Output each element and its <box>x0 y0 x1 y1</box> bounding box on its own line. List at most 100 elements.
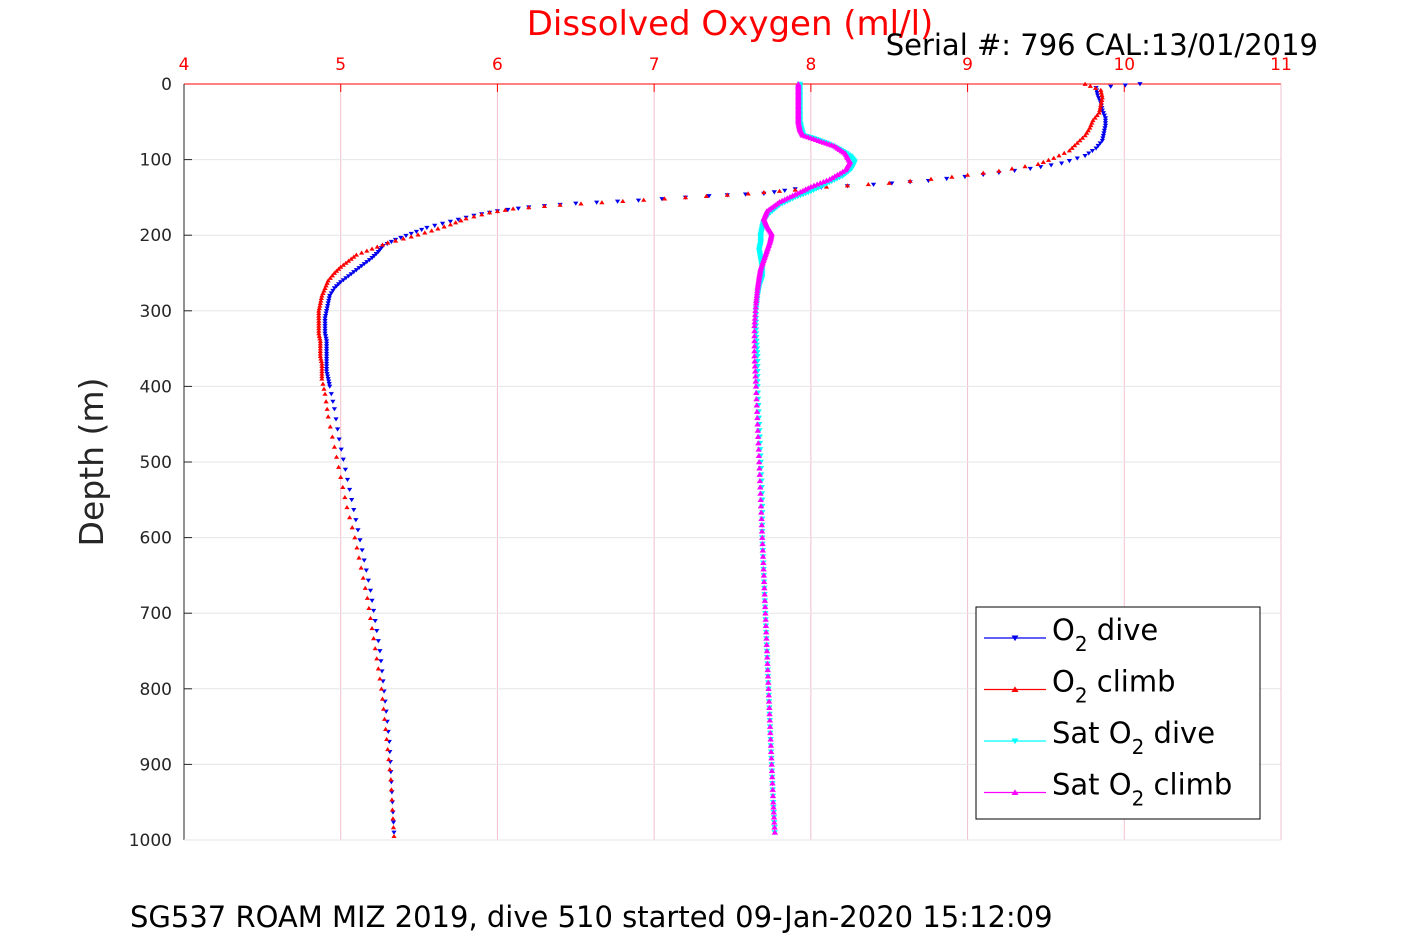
o2_climb-point <box>1056 153 1062 158</box>
o2_climb-point <box>340 484 346 490</box>
o2_climb-point <box>316 310 322 316</box>
o2_climb-point <box>1097 105 1103 110</box>
o2_dive-point <box>323 311 329 316</box>
o2_dive-point <box>330 399 336 404</box>
sat_climb-point <box>768 761 775 767</box>
sat_climb-point <box>771 824 778 830</box>
o2_climb-point <box>792 187 798 192</box>
o2_dive-point <box>515 206 521 211</box>
sat_climb-point <box>753 402 760 408</box>
y-tick-label: 0 <box>161 75 172 95</box>
o2_dive-point <box>327 384 333 389</box>
o2_climb-point <box>447 222 454 227</box>
o2_climb-point <box>333 268 340 273</box>
sat_climb-point <box>761 597 769 603</box>
o2_dive-point <box>1102 118 1109 123</box>
o2_dive-point <box>594 200 600 205</box>
o2_climb-point <box>317 338 323 343</box>
o2_climb-point <box>317 343 323 348</box>
o2_dive-point <box>889 181 895 186</box>
o2_climb-point <box>320 381 326 386</box>
o2_climb-point <box>359 250 365 255</box>
sat_climb-point <box>751 319 758 325</box>
o2_climb-point <box>375 666 381 671</box>
o2_climb-point <box>333 454 340 459</box>
legend: O2 dive O2 climb Sat O2 dive Sat O2 climb <box>975 606 1261 820</box>
o2_dive-point <box>1108 84 1114 89</box>
o2_climb-point <box>364 248 370 253</box>
o2_dive-point <box>322 321 328 326</box>
o2_climb-point <box>343 260 349 265</box>
o2_climb-point <box>458 218 464 223</box>
o2_climb-point <box>338 264 344 269</box>
sat_climb-point <box>753 297 760 303</box>
o2_climb-point <box>340 262 346 267</box>
x-tick-label: 8 <box>805 55 816 75</box>
sat_climb-point <box>756 478 764 484</box>
o2_dive-point <box>1093 146 1099 151</box>
o2_climb-point <box>1097 107 1103 113</box>
o2_dive-point <box>439 221 446 226</box>
o2_dive-point <box>391 830 397 835</box>
sat_climb-point <box>756 484 764 490</box>
o2_climb-point <box>1098 102 1104 107</box>
sat_climb-point <box>757 503 765 509</box>
o2_dive-point <box>419 227 425 232</box>
sat_climb-point <box>753 290 761 296</box>
o2_climb-point <box>453 220 459 225</box>
o2_dive-point <box>1059 161 1065 166</box>
o2_dive-point <box>324 356 330 362</box>
o2_climb-point <box>319 376 325 381</box>
o2_dive-point <box>325 374 331 379</box>
sat_climb-point <box>770 809 777 815</box>
o2_dive-point <box>364 260 370 265</box>
o2_climb-point <box>886 180 892 185</box>
sat_climb-point <box>770 814 778 820</box>
o2_climb-point <box>435 226 441 231</box>
o2_climb-point <box>1009 166 1015 171</box>
o2_dive-point <box>324 306 330 311</box>
o2_dive-point <box>1102 121 1109 126</box>
o2_dive-point <box>324 351 330 356</box>
sat_climb-point <box>760 572 768 578</box>
o2_climb-point <box>318 358 324 364</box>
o2_dive-point <box>324 371 330 377</box>
dive-footer: SG537 ROAM MIZ 2019, dive 510 started 09… <box>130 900 1053 934</box>
sat_climb-point <box>761 604 769 610</box>
y-tick-label: 800 <box>140 680 172 700</box>
o2_climb-point <box>318 298 324 303</box>
sat_climb-point <box>753 396 760 402</box>
o2_dive-point <box>324 339 330 344</box>
o2_dive-point <box>706 194 712 199</box>
o2_climb-point <box>325 414 331 419</box>
o2_dive-point <box>1101 128 1108 133</box>
o2_climb-point <box>510 206 516 211</box>
o2_climb-point <box>379 242 386 247</box>
o2_climb-point <box>1040 159 1046 164</box>
o2_dive-point <box>353 518 359 523</box>
o2_dive-point <box>359 548 365 553</box>
sat_climb-point <box>758 509 765 515</box>
o2_climb-point <box>329 434 335 439</box>
sat_climb-point <box>764 667 771 673</box>
o2_climb-point <box>1061 150 1067 155</box>
o2_dive-point <box>334 427 341 432</box>
o2_climb-point <box>372 646 378 651</box>
o2_dive-point <box>323 336 329 341</box>
o2_climb-point <box>865 181 871 187</box>
o2_dive-point <box>327 293 333 299</box>
o2_dive-point <box>324 341 330 346</box>
o2_dive-point <box>388 239 394 245</box>
o2_climb-point <box>336 266 342 271</box>
sat_climb-point <box>751 323 758 329</box>
o2_dive-point <box>403 233 409 239</box>
o2_climb-point <box>928 176 934 181</box>
o2_dive-point <box>357 538 363 543</box>
o2_climb-point <box>317 336 323 341</box>
o2_climb-point <box>1082 81 1088 86</box>
y-tick-label: 200 <box>140 226 172 246</box>
o2_dive-point <box>340 457 346 462</box>
o2_climb-point <box>317 353 323 358</box>
sat_climb-point <box>765 698 773 704</box>
o2_climb-point <box>389 797 395 802</box>
